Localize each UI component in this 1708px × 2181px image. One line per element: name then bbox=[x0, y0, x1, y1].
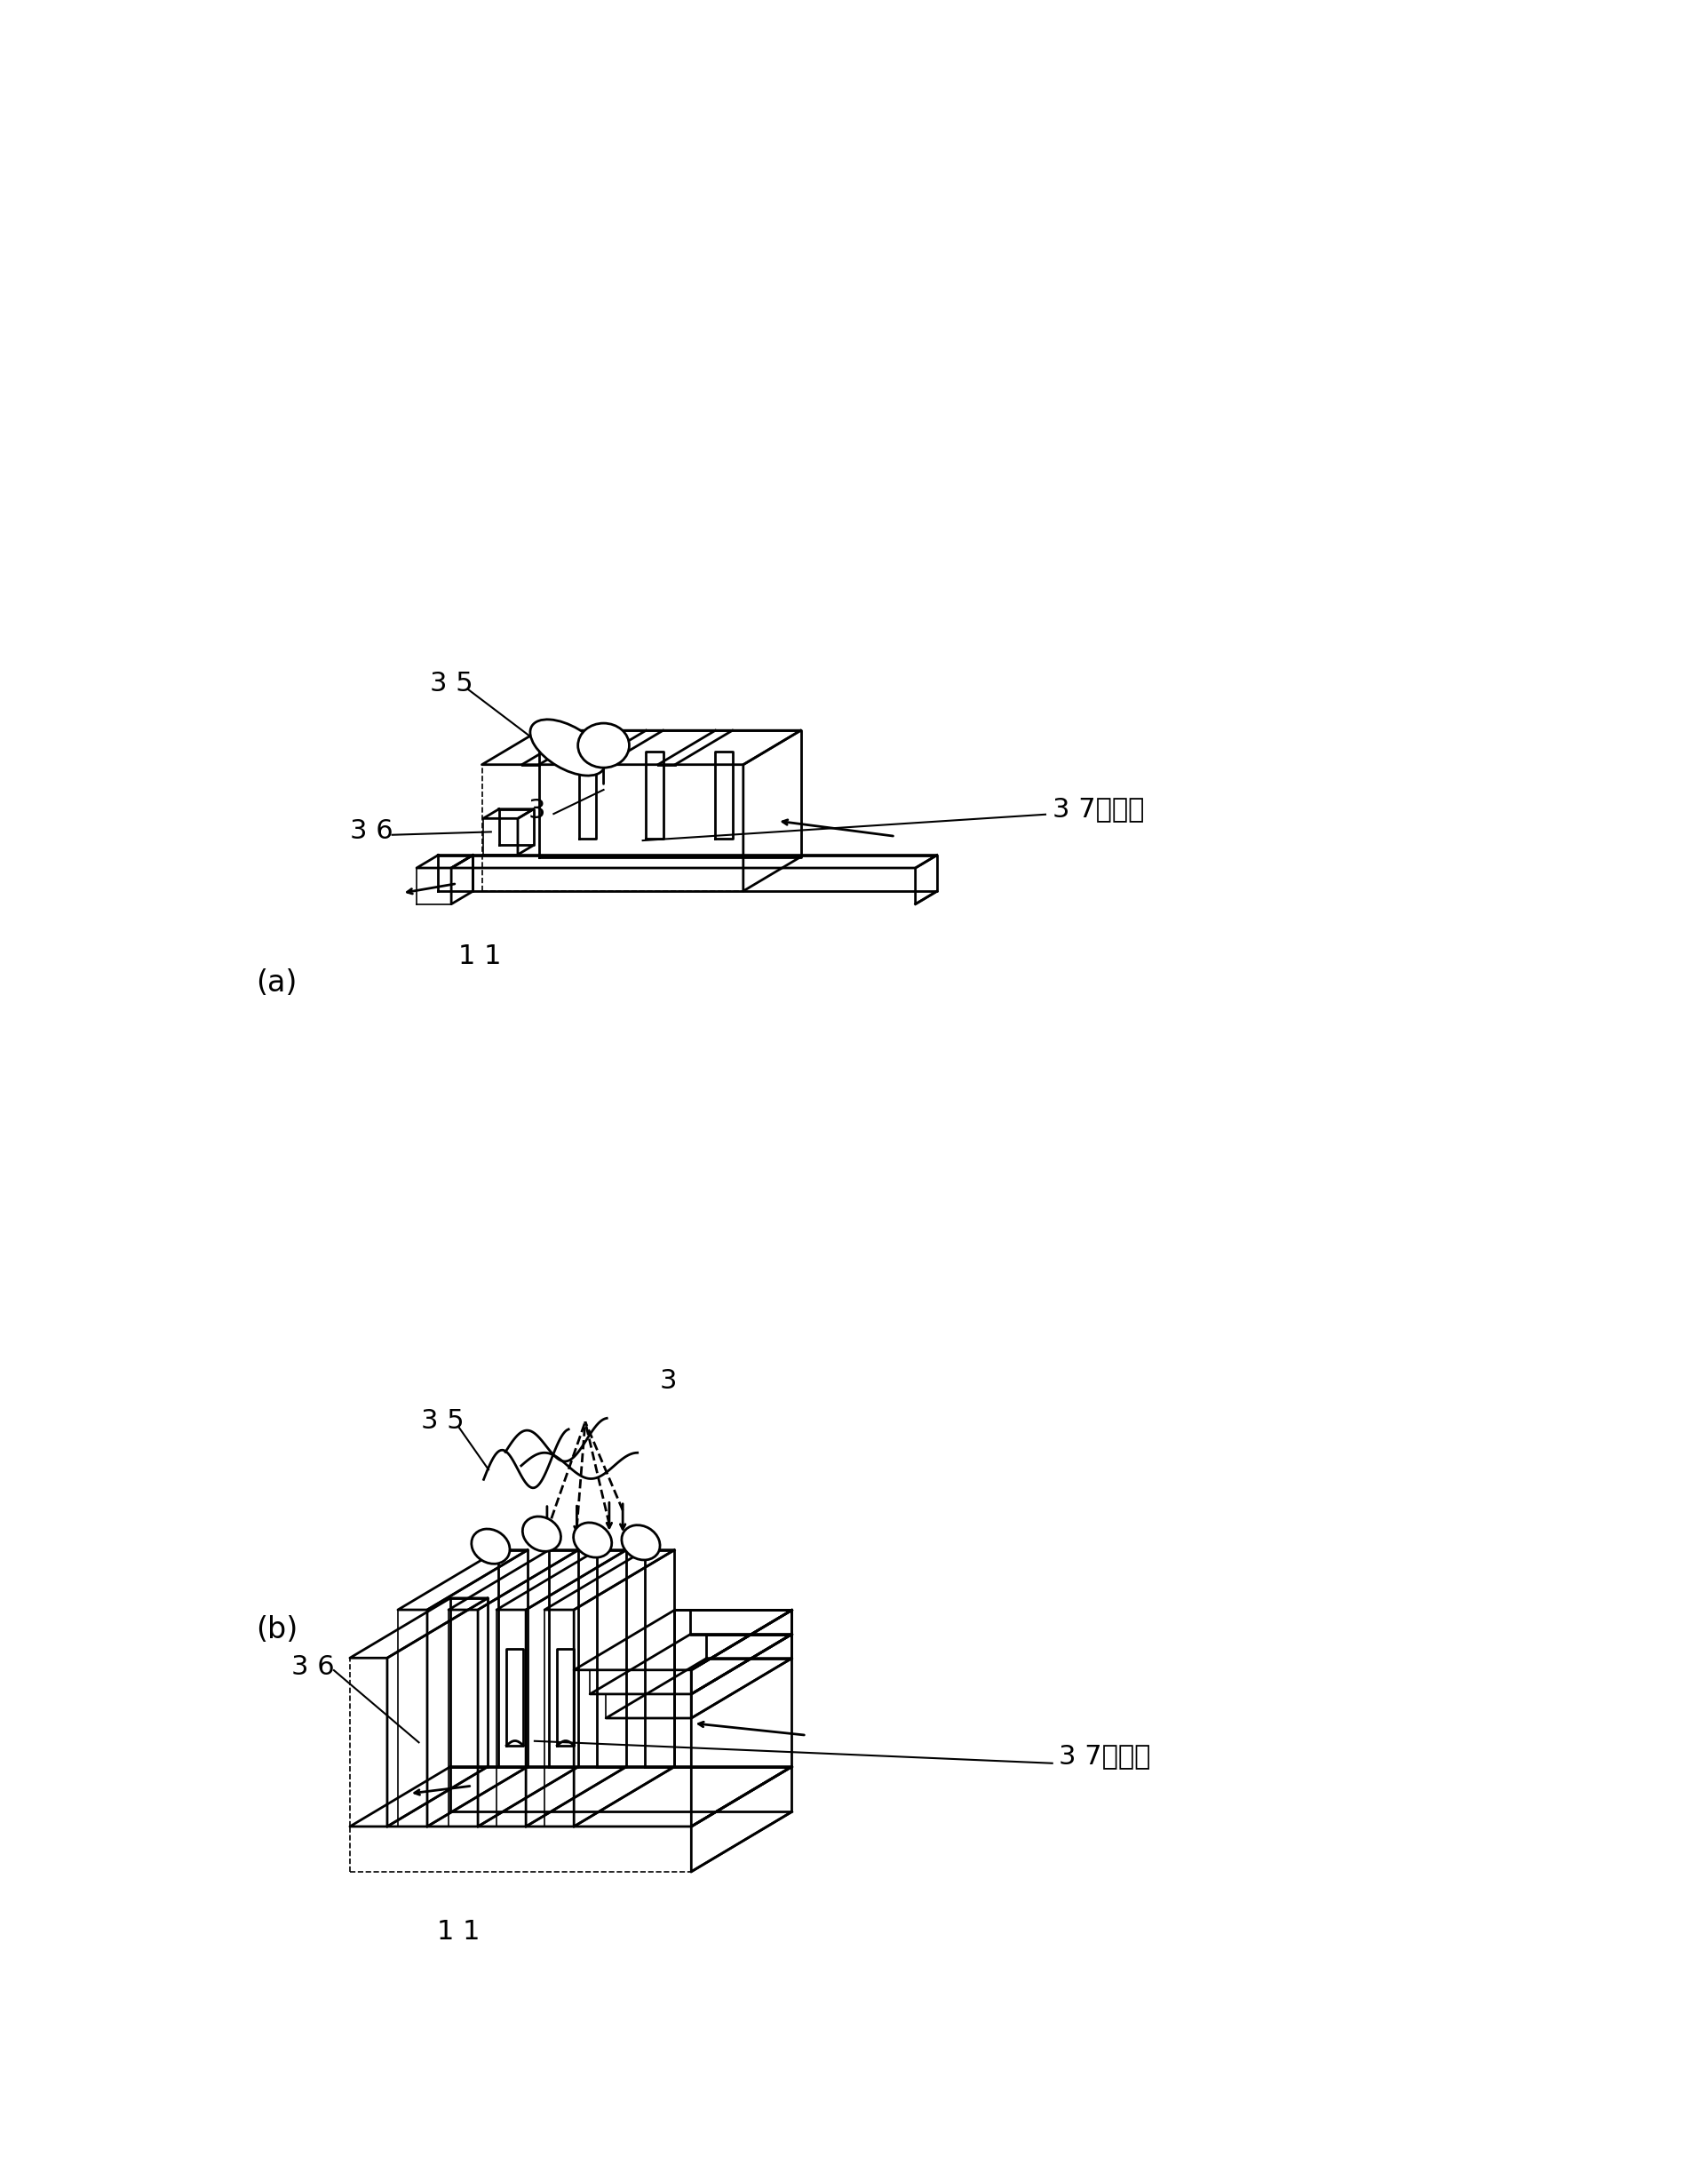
Ellipse shape bbox=[577, 724, 629, 768]
Text: 3 6: 3 6 bbox=[350, 818, 393, 844]
Text: 3 7：缝隙: 3 7：缝隙 bbox=[1052, 796, 1143, 822]
Text: 3 6: 3 6 bbox=[292, 1653, 335, 1679]
Text: 1 1: 1 1 bbox=[458, 944, 500, 968]
Ellipse shape bbox=[529, 720, 605, 776]
Text: 3: 3 bbox=[659, 1367, 676, 1394]
Text: 3 5: 3 5 bbox=[420, 1409, 463, 1433]
Text: (b): (b) bbox=[256, 1616, 297, 1644]
Text: (a): (a) bbox=[256, 968, 297, 999]
Ellipse shape bbox=[471, 1529, 509, 1564]
Text: 1 1: 1 1 bbox=[437, 1919, 480, 1945]
Ellipse shape bbox=[574, 1522, 611, 1557]
Ellipse shape bbox=[622, 1525, 659, 1559]
Ellipse shape bbox=[523, 1516, 560, 1551]
Text: 3 7：缝隙: 3 7：缝隙 bbox=[1059, 1743, 1149, 1769]
Text: 3 5: 3 5 bbox=[429, 672, 473, 698]
Text: 3: 3 bbox=[528, 798, 545, 822]
